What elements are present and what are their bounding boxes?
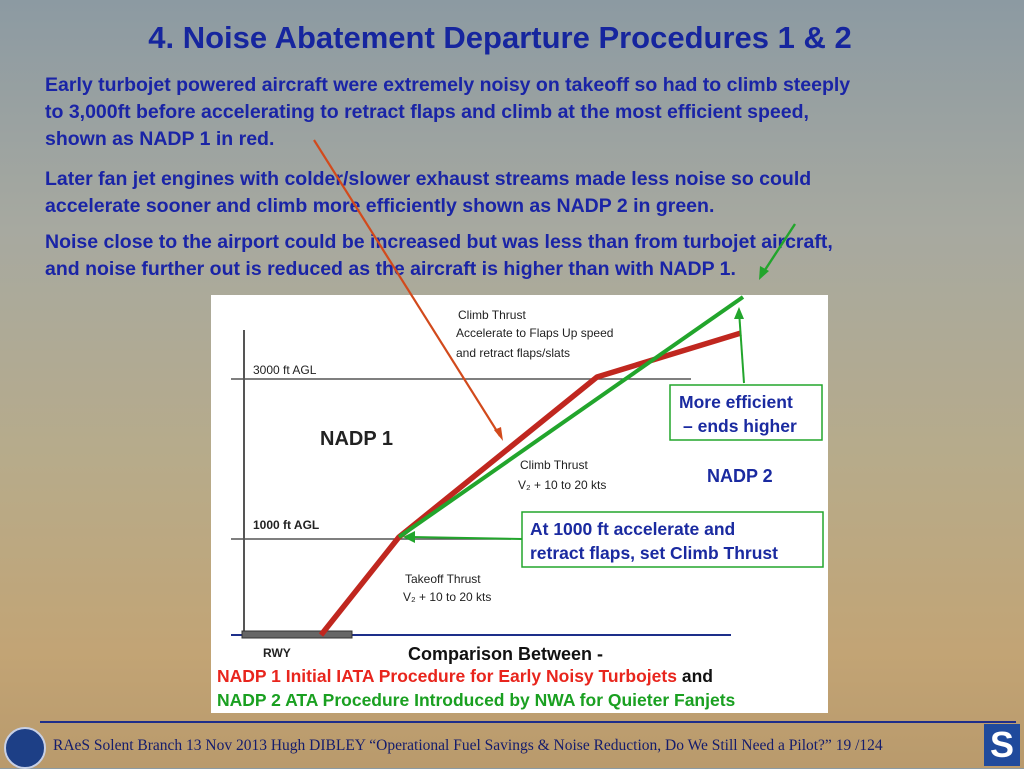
climb-thrust-top-note: Climb Thrust Accelerate to Flaps Up spee…: [456, 308, 617, 360]
note-line: Accelerate to Flaps Up speed: [456, 326, 613, 340]
footer-divider: [40, 721, 1016, 723]
paragraph-line: Later fan jet engines with colder/slower…: [45, 168, 812, 190]
note-line: Climb Thrust: [458, 308, 526, 322]
note-line: Climb Thrust: [520, 458, 588, 472]
paragraph-line: shown as NADP 1 in red.: [45, 128, 275, 150]
accelerate-text: At 1000 ft accelerate and retract flaps,…: [530, 519, 778, 563]
label-1000ft: 1000 ft AGL: [253, 518, 319, 532]
nadp2-description: NADP 2 ATA Procedure Introduced by NWA f…: [217, 690, 736, 710]
note-line: V₂ + 10 to 20 kts: [518, 478, 606, 492]
comparison-heading: Comparison Between -: [408, 644, 603, 664]
runway-bar: [241, 630, 353, 639]
diagram-svg: RWY 3000 ft AGL 1000 ft AGL NADP 1 Climb…: [217, 295, 824, 710]
paragraph-fan-jet: Later fan jet engines with colder/slower…: [45, 166, 1005, 220]
accelerate-arrowhead: [403, 531, 415, 543]
paragraph-line: to 3,000ft before accelerating to retrac…: [45, 101, 809, 123]
note-line: V₂ + 10 to 20 kts: [403, 590, 491, 604]
paragraph-noise-close: Noise close to the airport could be incr…: [45, 229, 1005, 283]
nadp1-label: NADP 1: [320, 428, 393, 450]
nadp1-path: [318, 330, 742, 637]
accelerate-box: [521, 511, 824, 568]
box-line: – ends higher: [683, 416, 797, 436]
nadp1-description: NADP 1 Initial IATA Procedure for Early …: [217, 666, 677, 686]
paragraph-early-turbojet: Early turbojet powered aircraft were ext…: [45, 72, 1005, 153]
efficient-arrow: [738, 310, 745, 384]
box-line: More efficient: [679, 392, 793, 412]
climb-thrust-mid-note: Climb Thrust V₂ + 10 to 20 kts: [518, 458, 606, 492]
note-line: Takeoff Thrust: [405, 572, 481, 586]
nadp2-path: [397, 295, 745, 539]
more-efficient-box: [669, 384, 823, 441]
paragraph-line: accelerate sooner and climb more efficie…: [45, 195, 715, 217]
label-3000ft: 3000 ft AGL: [253, 363, 317, 377]
nadp2-label: NADP 2: [707, 466, 773, 486]
accelerate-arrow: [410, 536, 523, 540]
slide-title: 4. Noise Abatement Departure Procedures …: [148, 20, 852, 55]
paragraph-line: and noise further out is reduced as the …: [45, 258, 736, 280]
note-line: and retract flaps/slats: [456, 346, 570, 360]
box-line: At 1000 ft accelerate and: [530, 519, 735, 539]
takeoff-thrust-note: Takeoff Thrust V₂ + 10 to 20 kts: [403, 572, 491, 604]
and-word: and: [677, 666, 713, 686]
nadp-comparison-diagram: RWY 3000 ft AGL 1000 ft AGL NADP 1 Climb…: [211, 295, 828, 713]
box-line: retract flaps, set Climb Thrust: [530, 543, 778, 563]
more-efficient-text: More efficient – ends higher: [679, 392, 798, 436]
raes-logo-icon: [4, 727, 46, 769]
solent-logo-icon: S: [984, 724, 1020, 766]
paragraph-line: Early turbojet powered aircraft were ext…: [45, 74, 851, 96]
efficient-arrowhead: [734, 307, 744, 319]
paragraph-line: Noise close to the airport could be incr…: [45, 231, 833, 253]
comparison-line-1: NADP 1 Initial IATA Procedure for Early …: [217, 666, 713, 686]
runway-label: RWY: [263, 646, 291, 660]
footer-text: RAeS Solent Branch 13 Nov 2013 Hugh DIBL…: [53, 737, 883, 754]
